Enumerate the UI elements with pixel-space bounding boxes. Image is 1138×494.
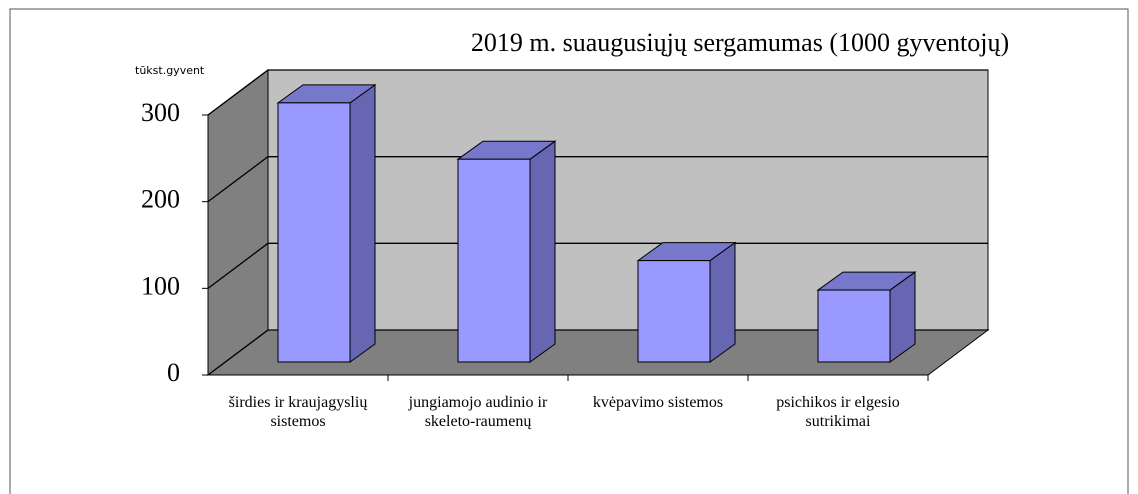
y-tick-label: 100 <box>141 271 180 300</box>
chart-title: 2019 m. suaugusiųjų sergamumas (1000 gyv… <box>471 28 1009 57</box>
left-wall <box>207 69 269 376</box>
x-tick-label: psichikos ir elgesio sutrikimai <box>776 394 900 430</box>
y-tick-label: 200 <box>141 185 180 214</box>
y-tick-label: 300 <box>141 98 180 127</box>
grid-line <box>207 242 988 289</box>
y-tick-label: 0 <box>167 358 180 387</box>
bar-side <box>529 140 556 363</box>
grid-line <box>207 329 988 376</box>
grid-line <box>207 69 988 116</box>
bar <box>817 289 891 363</box>
bar-side <box>349 83 376 363</box>
bar <box>637 260 711 363</box>
grid-line <box>207 156 988 203</box>
x-tick-label: jungiamojo audinio ir skeleto-raumenų <box>408 394 548 430</box>
bar-side <box>709 241 736 363</box>
frame <box>9 8 1129 494</box>
bar <box>457 158 531 363</box>
y-axis-label: tūkst.gyvent <box>135 64 205 77</box>
x-tick-label: kvėpavimo sistemos <box>592 394 724 411</box>
bar <box>277 102 351 363</box>
x-tick-label: širdies ir kraujagyslių sistemos <box>228 394 368 430</box>
